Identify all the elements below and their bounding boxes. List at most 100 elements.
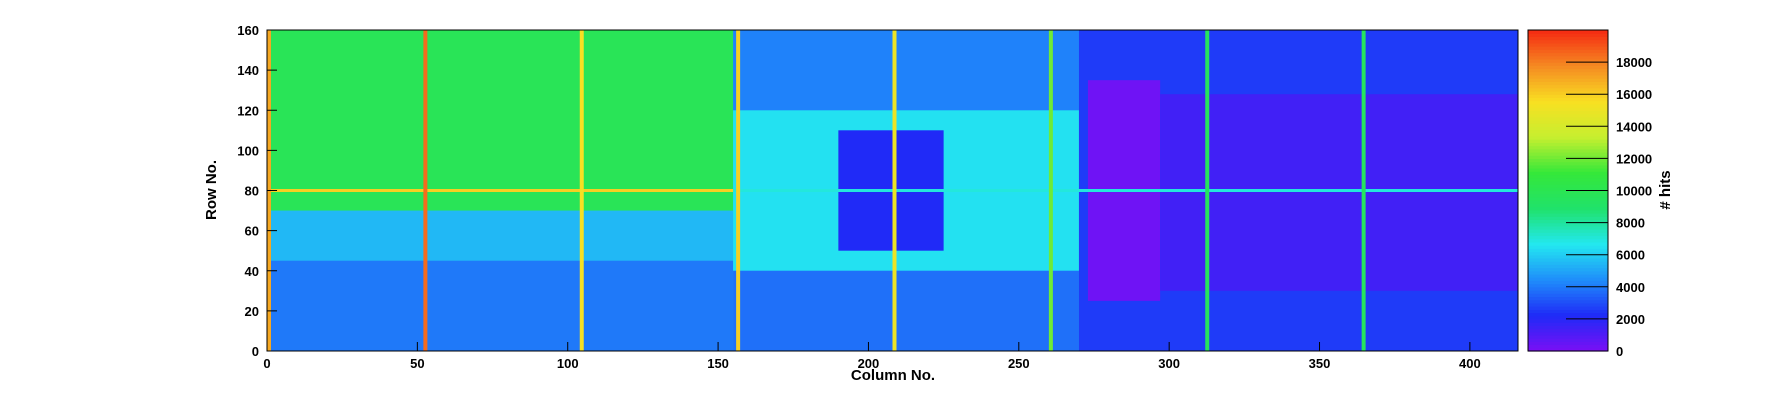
heatmap-region	[733, 270, 1079, 351]
palette-band	[1528, 68, 1608, 73]
column-line	[1205, 30, 1210, 351]
column-line	[892, 30, 897, 351]
row-line	[733, 189, 1518, 192]
heatmap-region	[267, 30, 734, 211]
palette-band	[1528, 190, 1608, 195]
palette-band	[1528, 341, 1608, 346]
palette-band	[1528, 331, 1608, 336]
palette-band	[1528, 97, 1608, 102]
palette-band	[1528, 254, 1608, 259]
palette-band	[1528, 344, 1608, 349]
z-tick-label: 12000	[1616, 151, 1652, 166]
x-tick-label: 300	[1158, 356, 1180, 371]
palette-band	[1528, 347, 1608, 352]
palette-band	[1528, 30, 1608, 34]
palette-band	[1528, 52, 1608, 57]
palette-band	[1528, 309, 1608, 314]
y-tick-label: 60	[245, 224, 259, 239]
palette-band	[1528, 248, 1608, 253]
column-line	[736, 30, 741, 351]
palette-band	[1528, 318, 1608, 323]
palette-band	[1528, 296, 1608, 301]
palette-band	[1528, 110, 1608, 115]
palette-band	[1528, 90, 1608, 95]
palette-band	[1528, 302, 1608, 307]
x-tick-label: 100	[557, 356, 579, 371]
palette-band	[1528, 174, 1608, 179]
z-tick-label: 2000	[1616, 312, 1645, 327]
palette-band	[1528, 225, 1608, 230]
heatmap-region	[1160, 94, 1518, 291]
palette-band	[1528, 78, 1608, 82]
palette-band	[1528, 257, 1608, 262]
z-tick-label: 6000	[1616, 248, 1645, 263]
heatmap-cells	[267, 30, 1518, 351]
x-tick-label: 200	[858, 356, 880, 371]
palette-band	[1528, 328, 1608, 333]
palette-band	[1528, 168, 1608, 172]
column-line	[423, 30, 428, 351]
palette-band	[1528, 81, 1608, 86]
palette-band	[1528, 251, 1608, 256]
palette-band	[1528, 33, 1608, 38]
z-tick-label: 4000	[1616, 280, 1645, 295]
palette-band	[1528, 100, 1608, 105]
palette-band	[1528, 315, 1608, 320]
column-line	[579, 30, 584, 351]
color-axis-ticks: 0 2000 4000 6000 8000 10000 12000 14000 16000 180…	[1566, 55, 1652, 359]
palette-band	[1528, 277, 1608, 281]
palette-band	[1528, 264, 1608, 269]
column-line	[1361, 30, 1366, 351]
palette-band	[1528, 119, 1608, 124]
palette-band	[1528, 65, 1608, 70]
palette-band	[1528, 49, 1608, 54]
palette-band	[1528, 36, 1608, 41]
z-tick-label: 0	[1616, 344, 1623, 359]
y-tick-label: 0	[252, 344, 259, 359]
palette-band	[1528, 155, 1608, 159]
palette-band	[1528, 293, 1608, 298]
x-tick-label: 400	[1459, 356, 1481, 371]
palette-band	[1528, 148, 1608, 153]
palette-band	[1528, 39, 1608, 44]
palette-band	[1528, 113, 1608, 118]
palette-band	[1528, 158, 1608, 163]
palette-band	[1528, 261, 1608, 265]
palette-band	[1528, 286, 1608, 291]
z-tick-label: 14000	[1616, 119, 1652, 134]
palette-band	[1528, 71, 1608, 76]
palette-band	[1528, 107, 1608, 111]
x-tick-label: 350	[1309, 356, 1331, 371]
palette-band	[1528, 203, 1608, 208]
palette-band	[1528, 151, 1608, 156]
palette-band	[1528, 232, 1608, 237]
palette-band	[1528, 273, 1608, 278]
palette-band	[1528, 280, 1608, 285]
palette-band	[1528, 267, 1608, 272]
palette-band	[1528, 171, 1608, 176]
y-tick-label: 140	[237, 63, 259, 78]
row-line	[267, 189, 734, 192]
palette-band	[1528, 209, 1608, 214]
palette-band	[1528, 193, 1608, 198]
y-tick-label: 120	[237, 103, 259, 118]
y-tick-label: 160	[237, 23, 259, 38]
palette-band	[1528, 306, 1608, 310]
palette-band	[1528, 142, 1608, 147]
palette-band	[1528, 238, 1608, 243]
y-tick-label: 80	[245, 184, 259, 199]
palette-band	[1528, 87, 1608, 92]
palette-band	[1528, 177, 1608, 182]
x-axis-ticks: 0 50 100 150 200 250 300 350 400	[263, 342, 1481, 371]
x-tick-label: 250	[1008, 356, 1030, 371]
color-palette	[1527, 29, 1609, 352]
palette-band	[1528, 74, 1608, 79]
palette-band	[1528, 187, 1608, 192]
palette-band	[1528, 161, 1608, 166]
palette-band	[1528, 334, 1608, 339]
palette-band	[1528, 129, 1608, 134]
z-tick-label: 8000	[1616, 216, 1645, 231]
palette-band	[1528, 46, 1608, 50]
